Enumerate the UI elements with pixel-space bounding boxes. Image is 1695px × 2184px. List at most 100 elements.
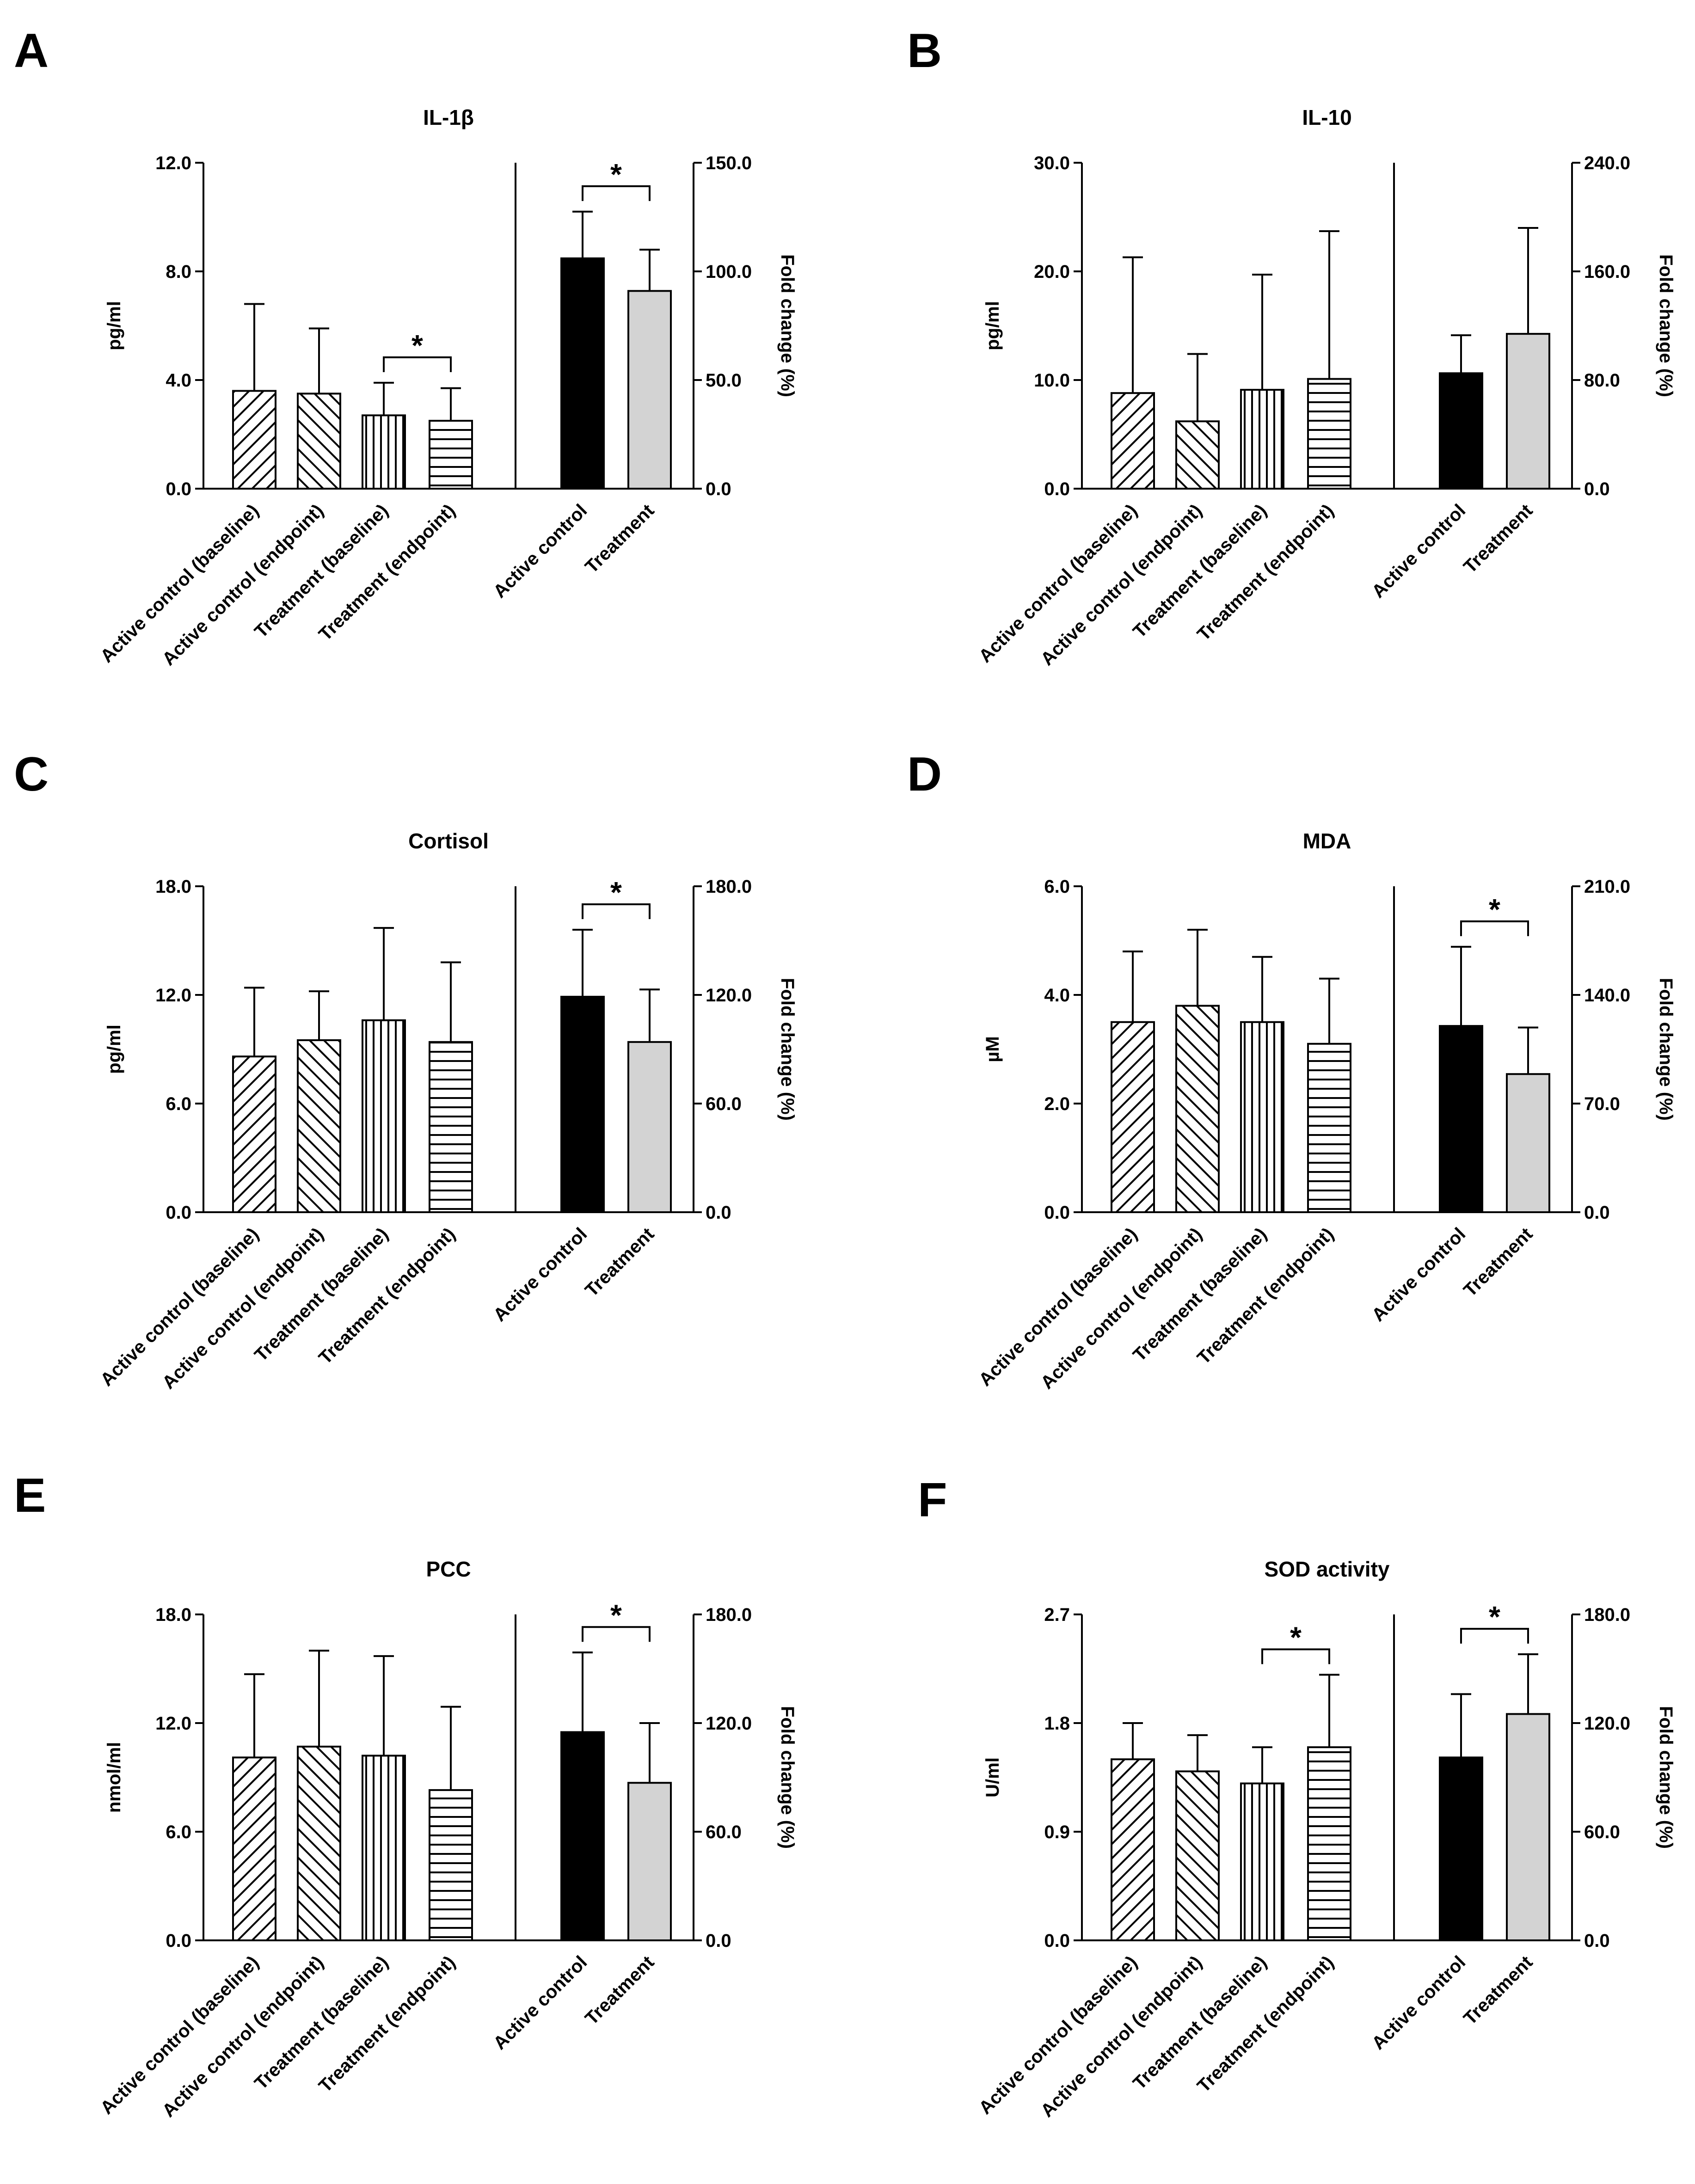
category-label: Treatment	[1460, 500, 1536, 577]
panel-letter-a: A	[14, 24, 49, 78]
chart-panel-c: Cortisol 0.0 6.0 12.0 18.0 pg/ml 0.0 60.0 120.0 1…	[97, 829, 798, 1393]
category-label: Treatment	[581, 1224, 658, 1301]
right-significance-bracket	[582, 185, 651, 201]
left-y-axis-label: pg/ml	[983, 301, 1003, 350]
chart-panel-d: MDA 0.0 2.0 4.0 6.0 µM 0.0 70.0 140.0 210.0 Fold c…	[975, 829, 1676, 1393]
right-y-tick-label: 120.0	[706, 1713, 752, 1734]
left-bar-1	[1111, 1021, 1155, 1213]
left-y-tick-label: 4.0	[166, 370, 191, 391]
left-bar-3	[1240, 389, 1284, 490]
left-bar-4	[1307, 1746, 1351, 1941]
right-bar-2	[1506, 1713, 1550, 1942]
left-bar-1	[1111, 392, 1155, 490]
left-bar-2	[297, 1039, 341, 1214]
right-y-tick-label: 50.0	[706, 370, 742, 391]
left-y-tick-label: 0.0	[166, 479, 191, 499]
right-significance-bracket	[582, 903, 651, 919]
right-bar-1	[560, 257, 605, 490]
panel-letter-b: B	[907, 24, 942, 78]
category-label: Active control	[1368, 1952, 1470, 2054]
right-y-tick-label: 240.0	[1584, 153, 1630, 173]
right-significance-star: *	[1489, 893, 1500, 926]
panel-letter-d: D	[907, 748, 942, 801]
right-significance-star: *	[610, 876, 622, 909]
left-y-tick-label: 8.0	[166, 262, 191, 282]
right-bar-2	[1506, 1073, 1550, 1213]
left-y-tick-label: 0.0	[1044, 479, 1070, 499]
right-y-tick-label: 180.0	[1584, 1605, 1630, 1625]
category-label: Active control	[1368, 1224, 1470, 1325]
panel-letter-f: F	[918, 1473, 947, 1527]
left-significance-bracket	[1261, 1648, 1330, 1664]
left-bar-4	[429, 1041, 473, 1213]
left-y-tick-label: 0.0	[166, 1931, 191, 1951]
right-y-axis-label: Fold change (%)	[777, 1706, 798, 1849]
category-label: Treatment (endpoint)	[1193, 1224, 1338, 1368]
left-y-tick-label: 12.0	[155, 153, 191, 173]
right-y-tick-label: 0.0	[706, 479, 731, 499]
category-label: Treatment	[581, 500, 658, 577]
left-significance-star: *	[1290, 1621, 1302, 1654]
chart-title: Cortisol	[408, 829, 489, 853]
right-bar-1	[560, 1731, 605, 1941]
left-y-tick-label: 0.0	[1044, 1202, 1070, 1223]
right-significance-star: *	[610, 158, 622, 191]
left-bar-3	[1240, 1021, 1284, 1213]
left-bar-3	[1240, 1782, 1284, 1941]
right-y-axis-label: Fold change (%)	[777, 978, 798, 1121]
left-bar-3	[362, 1019, 406, 1213]
right-y-tick-label: 120.0	[706, 985, 752, 1006]
category-label: Treatment (baseline)	[251, 1224, 392, 1365]
chart-panel-f: SOD activity 0.0 0.9 1.8 2.7 U/ml 0.0 60.0 120.0…	[975, 1557, 1676, 2121]
left-bar-2	[297, 393, 341, 490]
left-y-axis-label: nmol/ml	[104, 1742, 124, 1813]
right-y-tick-label: 180.0	[706, 877, 752, 897]
chart-panel-a: IL-1β 0.0 4.0 8.0 12.0 pg/ml 0.0 50.0 100.0 150.0…	[97, 105, 798, 669]
left-y-tick-label: 12.0	[155, 1713, 191, 1734]
left-y-axis-label: U/ml	[983, 1757, 1003, 1798]
left-y-tick-label: 18.0	[155, 1605, 191, 1625]
left-y-tick-label: 20.0	[1034, 262, 1070, 282]
panel-letter-c: C	[14, 748, 49, 801]
left-bar-3	[362, 414, 406, 490]
left-bar-1	[1111, 1758, 1155, 1941]
left-y-tick-label: 6.0	[166, 1094, 191, 1114]
left-y-tick-label: 2.0	[1044, 1094, 1070, 1114]
right-y-tick-label: 80.0	[1584, 370, 1620, 391]
category-label: Treatment (endpoint)	[315, 1224, 459, 1368]
right-bar-1	[1439, 1756, 1483, 1942]
category-label: Treatment (endpoint)	[1193, 500, 1338, 644]
category-label: Active control	[1368, 500, 1470, 602]
right-bar-2	[627, 290, 672, 490]
right-y-tick-label: 70.0	[1584, 1094, 1620, 1114]
right-bar-1	[1439, 372, 1483, 490]
left-bar-1	[232, 1055, 276, 1214]
category-label: Treatment (endpoint)	[315, 1952, 459, 2096]
left-bar-4	[1307, 378, 1351, 490]
left-bar-4	[1307, 1043, 1351, 1213]
right-y-tick-label: 100.0	[706, 262, 752, 282]
right-y-tick-label: 140.0	[1584, 985, 1630, 1006]
left-bar-2	[297, 1745, 341, 1942]
left-y-tick-label: 2.7	[1044, 1605, 1070, 1625]
category-label: Active control	[490, 1952, 591, 2054]
right-y-tick-label: 210.0	[1584, 877, 1630, 897]
left-y-tick-label: 6.0	[166, 1822, 191, 1842]
right-y-tick-label: 60.0	[706, 1094, 742, 1114]
left-significance-star: *	[411, 329, 423, 362]
left-y-tick-label: 30.0	[1034, 153, 1070, 173]
left-y-tick-label: 1.8	[1044, 1713, 1070, 1734]
right-y-tick-label: 60.0	[706, 1822, 742, 1842]
left-y-tick-label: 0.0	[166, 1202, 191, 1223]
left-y-axis-label: pg/ml	[104, 301, 124, 350]
left-bar-2	[1175, 1005, 1220, 1213]
right-y-tick-label: 160.0	[1584, 262, 1630, 282]
right-significance-star: *	[1489, 1600, 1500, 1633]
panel-letter-e: E	[14, 1469, 46, 1522]
category-label: Treatment (endpoint)	[315, 500, 459, 644]
right-bar-1	[1439, 1025, 1483, 1214]
left-bar-1	[232, 390, 276, 490]
chart-title: IL-10	[1302, 105, 1351, 129]
right-y-tick-label: 0.0	[706, 1202, 731, 1223]
